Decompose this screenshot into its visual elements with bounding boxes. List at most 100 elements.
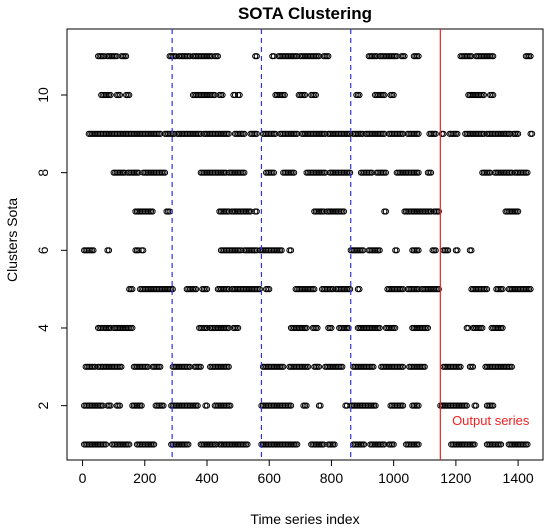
data-point (393, 247, 400, 254)
data-point (359, 130, 366, 137)
data-point (138, 402, 145, 409)
data-point (303, 402, 310, 409)
data-point (225, 208, 232, 215)
data-point (328, 324, 335, 332)
data-point (435, 286, 442, 293)
data-point (445, 247, 452, 254)
data-point (107, 324, 114, 332)
data-point (320, 208, 327, 215)
data-point (382, 208, 389, 215)
data-point (347, 286, 354, 293)
data-point (301, 91, 309, 99)
data-point (315, 53, 323, 60)
data-point (107, 91, 114, 99)
data-point (490, 402, 497, 409)
data-point (432, 247, 439, 254)
data-point (203, 324, 211, 332)
data-point (185, 441, 192, 448)
x-tick-label: 0 (79, 470, 87, 486)
data-point (294, 441, 301, 448)
data-point (303, 324, 310, 332)
chart-title: SOTA Clustering (237, 4, 373, 23)
data-point (527, 53, 534, 60)
data-point (244, 441, 251, 448)
data-point (382, 169, 389, 176)
data-point (197, 130, 204, 137)
data-point (415, 402, 422, 409)
data-point (305, 363, 312, 370)
data-point (415, 441, 422, 448)
data-point (479, 324, 486, 332)
data-point (469, 363, 477, 370)
data-point (381, 441, 388, 448)
data-point (529, 130, 536, 137)
data-point (281, 91, 288, 99)
data-point (399, 363, 407, 370)
data-point (421, 363, 428, 370)
data-point (99, 402, 106, 409)
data-point (241, 130, 248, 137)
data-point (490, 53, 497, 60)
data-point (415, 169, 422, 176)
data-point (322, 169, 329, 176)
data-point (236, 91, 243, 99)
data-point (454, 130, 461, 137)
data-point (415, 247, 422, 254)
data-point (499, 286, 506, 293)
data-point (471, 441, 478, 448)
data-point (247, 208, 254, 215)
data-point (515, 130, 522, 137)
data-point (186, 363, 193, 370)
data-point (331, 441, 338, 448)
data-point (399, 286, 407, 293)
data-point (231, 91, 239, 99)
data-point (499, 324, 506, 332)
data-point (161, 169, 169, 176)
data-point (253, 130, 260, 137)
data-point (424, 324, 431, 332)
x-tick-label: 1200 (440, 470, 471, 486)
data-point (457, 363, 464, 370)
x-tick-label: 600 (258, 470, 282, 486)
data-point (415, 53, 422, 60)
data-point (373, 53, 380, 60)
data-point (278, 247, 285, 254)
data-point (524, 169, 531, 176)
data-point (172, 53, 179, 60)
x-tick-label: 800 (320, 470, 344, 486)
data-point (356, 286, 363, 293)
data-point (253, 208, 260, 215)
data-point (169, 286, 176, 293)
data-point (107, 402, 114, 409)
data-point (118, 363, 125, 370)
data-point (102, 441, 109, 448)
data-point (463, 402, 470, 409)
data-point (280, 363, 287, 370)
data-point (480, 91, 487, 99)
data-point (186, 53, 193, 60)
data-point (211, 91, 218, 99)
data-point (203, 286, 211, 293)
data-point (129, 324, 136, 332)
data-point (524, 441, 531, 448)
data-point (527, 286, 534, 293)
data-point (515, 208, 522, 215)
data-point (311, 286, 318, 293)
data-point (427, 208, 435, 215)
data-point (227, 402, 234, 409)
data-point (508, 169, 515, 176)
data-point (91, 363, 99, 370)
data-point (121, 169, 128, 176)
data-point (225, 130, 232, 137)
data-point (390, 91, 397, 99)
data-point (432, 130, 439, 137)
data-point (368, 169, 375, 176)
data-point (329, 286, 337, 293)
data-point (157, 363, 164, 370)
data-point (203, 402, 211, 409)
data-point (314, 324, 321, 332)
data-point (339, 363, 346, 370)
y-tick-label: 8 (35, 169, 51, 177)
data-point (399, 402, 407, 409)
